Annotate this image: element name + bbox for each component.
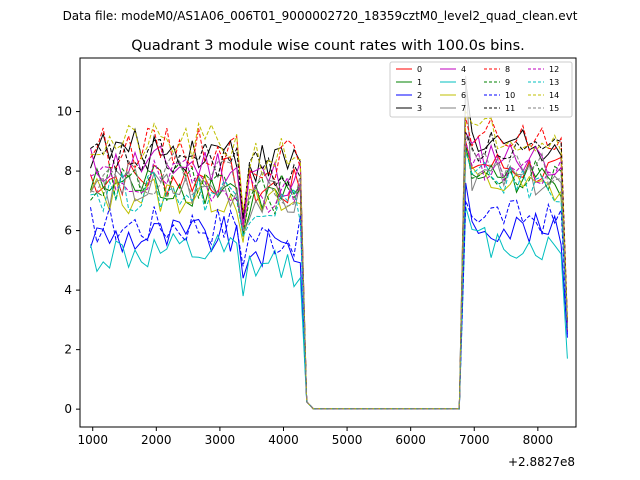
legend-label-12: 12 — [549, 65, 559, 74]
x-offset-text: +2.8827e8 — [508, 455, 575, 469]
x-tick-label: 1000 — [77, 433, 108, 447]
series-line-9 — [90, 144, 568, 410]
legend-label-2: 2 — [417, 91, 422, 100]
y-tick-label: 4 — [64, 283, 72, 297]
legend-label-13: 13 — [549, 78, 559, 87]
legend-label-0: 0 — [417, 65, 422, 74]
legend-label-6: 6 — [461, 91, 466, 100]
legend-label-3: 3 — [417, 104, 422, 113]
figure-suptitle: Data file: modeM0/AS1A06_006T01_90000027… — [63, 9, 578, 23]
y-axis: 0 2 4 6 8 10 — [57, 105, 80, 416]
legend-box — [389, 61, 573, 118]
x-tick-label: 4000 — [268, 433, 299, 447]
x-tick-label: 6000 — [395, 433, 426, 447]
y-tick-label: 2 — [64, 343, 72, 357]
legend-label-8: 8 — [505, 65, 510, 74]
x-tick-label: 2000 — [141, 433, 172, 447]
legend-label-9: 9 — [505, 78, 510, 87]
x-axis: 1000 2000 3000 4000 5000 6000 7000 8000 — [77, 427, 553, 447]
chart-title: Quadrant 3 module wise count rates with … — [131, 38, 525, 54]
legend-label-1: 1 — [417, 78, 422, 87]
x-tick-label: 7000 — [459, 433, 490, 447]
axes-frame — [79, 57, 577, 428]
y-tick-label: 6 — [64, 224, 72, 238]
x-tick-label: 8000 — [523, 433, 554, 447]
legend-label-10: 10 — [505, 91, 515, 100]
plot-area — [80, 58, 576, 427]
series-layer — [90, 75, 568, 410]
y-tick-label: 8 — [64, 164, 72, 178]
y-tick-label: 0 — [64, 402, 72, 416]
legend-label-15: 15 — [549, 104, 559, 113]
x-tick-label: 5000 — [332, 433, 363, 447]
x-tick-label: 3000 — [205, 433, 236, 447]
y-tick-label: 10 — [57, 105, 72, 119]
legend-label-4: 4 — [461, 65, 466, 74]
legend-label-11: 11 — [505, 104, 515, 113]
legend-label-14: 14 — [549, 91, 559, 100]
series-line-15 — [90, 135, 568, 410]
legend-label-5: 5 — [461, 78, 466, 87]
legend-label-7: 7 — [461, 104, 466, 113]
